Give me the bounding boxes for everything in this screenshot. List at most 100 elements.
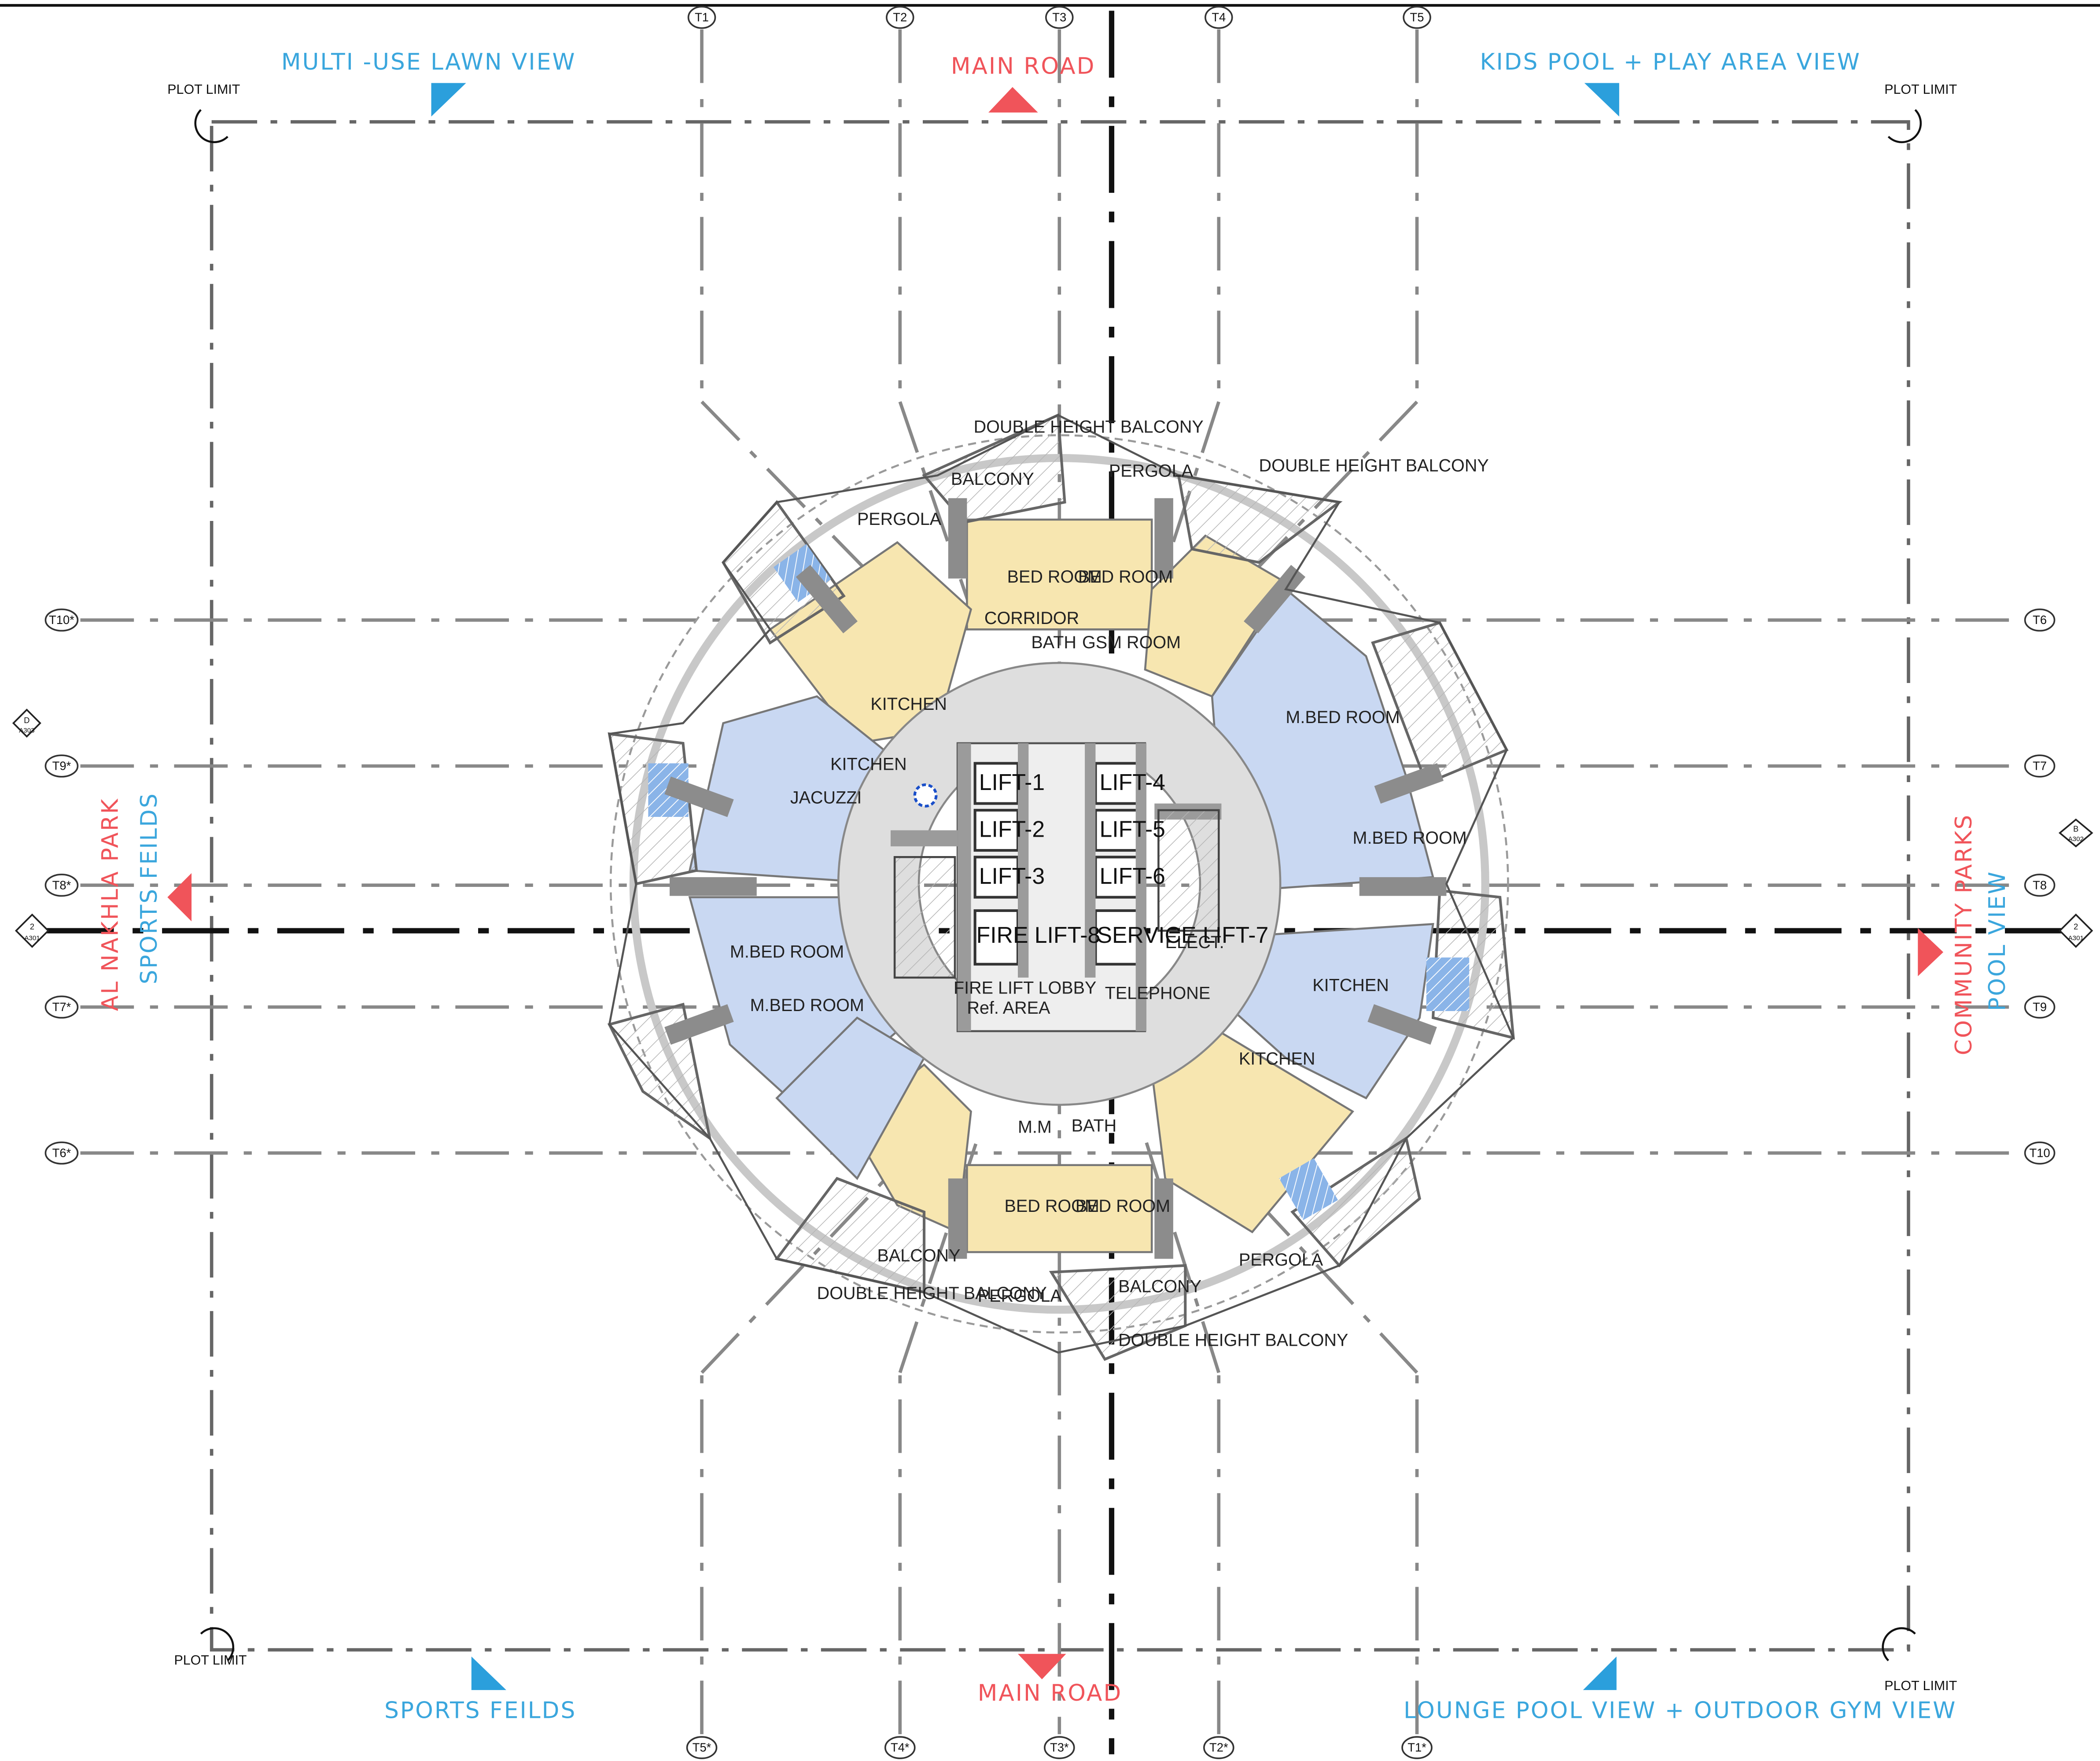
svg-text:PERGOLA: PERGOLA — [1239, 1250, 1323, 1270]
svg-text:2: 2 — [2074, 922, 2078, 931]
svg-text:BATH: BATH — [1072, 1116, 1117, 1136]
plot-limit-label-bl: PLOT LIMIT — [174, 1653, 247, 1668]
building-outline — [608, 414, 1515, 1354]
grid-tag-labels: T1 T2 T3 T4 T5 T5* T4* T3* T2* T1* T10* … — [49, 11, 2050, 1754]
svg-text:T8: T8 — [2033, 878, 2047, 892]
svg-text:T3: T3 — [1052, 11, 1066, 24]
view-arrow-top-center — [988, 87, 1038, 113]
svg-text:DOUBLE HEIGHT BALCONY: DOUBLE HEIGHT BALCONY — [1259, 456, 1489, 475]
plot-limit-markers — [194, 109, 1922, 1661]
svg-text:PERGOLA: PERGOLA — [1109, 461, 1194, 481]
core-labels: LIFT-1 LIFT-2 LIFT-3 LIFT-4 LIFT-5 LIFT-… — [954, 769, 1268, 1018]
view-label-top-left: MULTI -USE LAWN VIEW — [281, 49, 576, 75]
jacuzzi-se — [1279, 1158, 1338, 1220]
svg-text:BALCONY: BALCONY — [877, 1246, 961, 1266]
svg-text:M.BED ROOM: M.BED ROOM — [730, 942, 844, 961]
view-arrow-top-right — [1584, 83, 1619, 117]
svg-text:A303: A303 — [19, 727, 34, 734]
svg-text:T1: T1 — [695, 11, 709, 24]
svg-text:BALCONY: BALCONY — [1118, 1277, 1201, 1296]
grid-tags — [44, 6, 2056, 1759]
svg-text:TELEPHONE: TELEPHONE — [1105, 984, 1210, 1003]
section-markers: D A303 2 A301 B A302 2 A301 — [12, 709, 2093, 948]
svg-text:T8*: T8* — [52, 878, 71, 892]
core-walls — [890, 743, 1222, 1031]
accessibility-icon — [913, 783, 938, 808]
view-label-bottom-center: MAIN ROAD — [978, 1680, 1123, 1706]
svg-text:D: D — [24, 716, 29, 725]
jacuzzi-e — [1426, 957, 1470, 1012]
svg-text:BED ROOM: BED ROOM — [1005, 1196, 1099, 1216]
svg-text:Ref. AREA: Ref. AREA — [967, 998, 1050, 1018]
svg-text:DOUBLE HEIGHT BALCONY: DOUBLE HEIGHT BALCONY — [817, 1284, 1047, 1303]
tower-floor-plan — [607, 413, 1515, 1361]
svg-text:BATH: BATH — [1031, 633, 1076, 652]
svg-text:T9: T9 — [2033, 1000, 2047, 1014]
svg-text:KITCHEN: KITCHEN — [830, 755, 907, 774]
svg-text:BED ROOM: BED ROOM — [1007, 567, 1102, 587]
svg-text:T1*: T1* — [1407, 1741, 1426, 1754]
view-label-right-red: COMMUNITY PARKS — [1951, 814, 1977, 1056]
svg-text:T7: T7 — [2033, 759, 2047, 773]
svg-text:B: B — [2073, 824, 2078, 834]
svg-text:BED ROOM: BED ROOM — [1076, 1196, 1170, 1216]
view-label-left-red: AL NAKHLA PARK — [97, 797, 124, 1011]
svg-text:KITCHEN: KITCHEN — [870, 694, 947, 714]
svg-text:PERGOLA: PERGOLA — [857, 509, 942, 529]
svg-text:M.BED ROOM: M.BED ROOM — [1286, 708, 1400, 727]
svg-text:LIFT-3: LIFT-3 — [979, 863, 1045, 889]
view-label-top-right: KIDS POOL + PLAY AREA VIEW — [1480, 49, 1861, 75]
svg-text:M.M: M.M — [1018, 1118, 1052, 1137]
svg-text:2: 2 — [30, 922, 34, 931]
view-label-bottom-right: LOUNGE POOL VIEW + OUTDOOR GYM VIEW — [1404, 1698, 1956, 1724]
view-arrow-top-left — [431, 83, 466, 117]
svg-text:CORRIDOR: CORRIDOR — [984, 609, 1079, 628]
plot-limit-label-br: PLOT LIMIT — [1884, 1678, 1957, 1693]
svg-text:FIRE LIFT LOBBY: FIRE LIFT LOBBY — [954, 978, 1096, 997]
svg-text:A302: A302 — [2068, 835, 2083, 843]
svg-text:LIFT-6: LIFT-6 — [1100, 863, 1165, 889]
svg-text:T6*: T6* — [52, 1146, 71, 1159]
svg-text:LIFT-2: LIFT-2 — [979, 816, 1045, 842]
svg-text:BALCONY: BALCONY — [951, 469, 1034, 489]
svg-text:SERVICE LIFT-7: SERVICE LIFT-7 — [1097, 922, 1268, 948]
svg-text:T7*: T7* — [52, 1000, 71, 1014]
svg-text:FIRE LIFT-8: FIRE LIFT-8 — [976, 922, 1101, 948]
view-arrow-left — [167, 873, 192, 922]
svg-text:BED ROOM: BED ROOM — [1078, 567, 1173, 587]
view-label-left-blue: SPORTS FEILDS — [136, 792, 162, 984]
view-label-right-blue: POOL VIEW — [1984, 871, 2011, 1011]
svg-text:LIFT-4: LIFT-4 — [1100, 769, 1165, 795]
view-arrow-bottom-left — [471, 1656, 506, 1690]
svg-text:LIFT-1: LIFT-1 — [979, 769, 1045, 795]
svg-text:T4*: T4* — [891, 1741, 910, 1754]
view-label-bottom-left: SPORTS FEILDS — [384, 1698, 576, 1724]
svg-text:M.BED ROOM: M.BED ROOM — [750, 996, 864, 1015]
stair-west — [893, 856, 956, 979]
svg-text:GSM ROOM: GSM ROOM — [1082, 633, 1181, 652]
svg-text:T6: T6 — [2033, 613, 2047, 627]
svg-text:A301: A301 — [24, 934, 40, 942]
view-arrow-bottom-center — [1017, 1654, 1066, 1680]
svg-text:LIFT-5: LIFT-5 — [1100, 816, 1165, 842]
svg-text:DOUBLE HEIGHT BALCONY: DOUBLE HEIGHT BALCONY — [1118, 1330, 1348, 1350]
svg-text:T2: T2 — [893, 11, 907, 24]
svg-text:M.BED ROOM: M.BED ROOM — [1353, 828, 1467, 848]
svg-text:KITCHEN: KITCHEN — [1312, 975, 1389, 995]
svg-text:ELECT.: ELECT. — [1165, 933, 1224, 952]
svg-text:JACUZZI: JACUZZI — [790, 788, 862, 808]
view-arrow-right — [1918, 928, 1944, 976]
svg-text:T2*: T2* — [1209, 1741, 1228, 1754]
plot-limit-label-tr: PLOT LIMIT — [1884, 82, 1957, 97]
svg-text:KITCHEN: KITCHEN — [1239, 1049, 1315, 1069]
svg-text:DOUBLE HEIGHT BALCONY: DOUBLE HEIGHT BALCONY — [974, 417, 1204, 436]
view-label-top-center: MAIN ROAD — [951, 53, 1096, 79]
svg-text:T5: T5 — [1410, 11, 1424, 24]
svg-text:T3*: T3* — [1050, 1741, 1069, 1754]
svg-text:T10*: T10* — [49, 613, 74, 627]
room-labels: BED ROOM BED ROOM BED ROOM BED ROOM M.BE… — [730, 417, 1489, 1350]
view-arrow-bottom-right — [1583, 1656, 1617, 1690]
svg-text:T4: T4 — [1212, 11, 1226, 24]
svg-text:T5*: T5* — [693, 1741, 711, 1754]
